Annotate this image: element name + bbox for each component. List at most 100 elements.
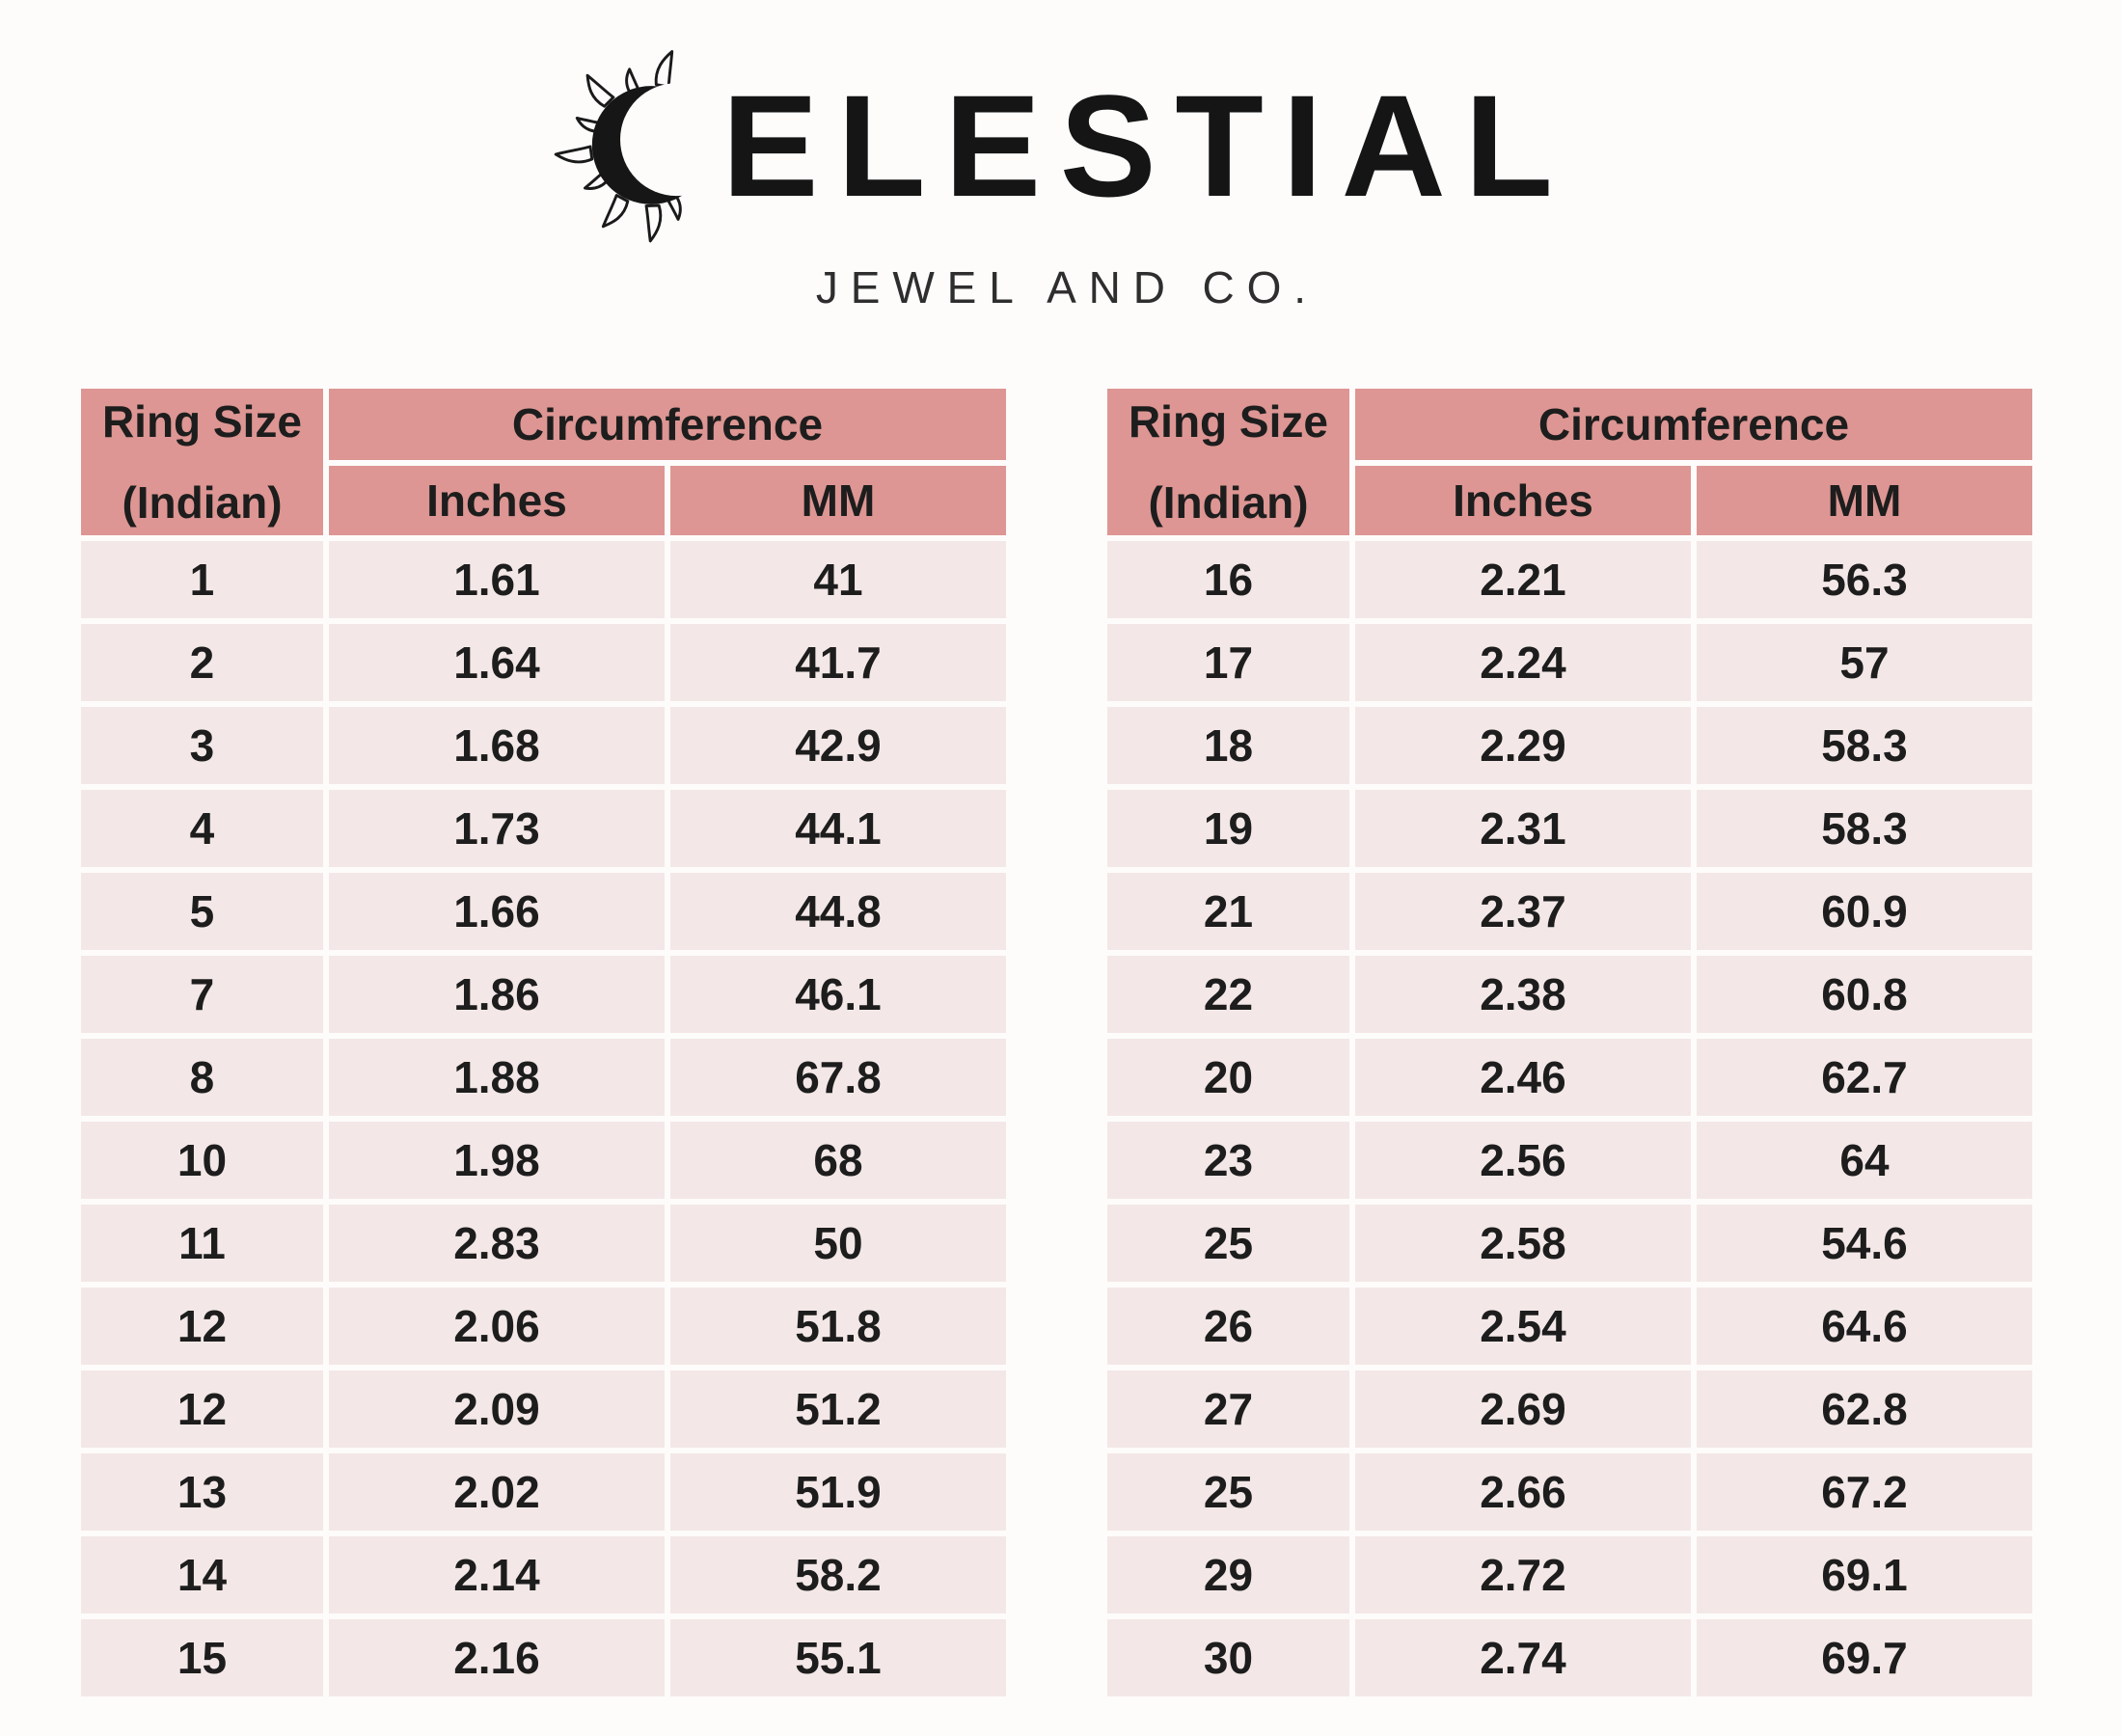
table-row: 4 1.73 44.1 [81,790,1006,867]
header-ring-size: Ring Size (Indian) [1107,389,1349,535]
table-cell: 57 [1696,624,2032,701]
table-row: 25 2.58 54.6 [1107,1205,2032,1282]
table-cell: 2.54 [1354,1288,1691,1365]
table-cell: 2 [81,624,323,701]
table-row: 2 1.64 41.7 [81,624,1006,701]
table-cell: 67.2 [1696,1453,2032,1531]
table-cell: 51.9 [669,1453,1006,1531]
table-cell: 1.86 [328,956,665,1033]
header-ring-size-line2: (Indian) [122,477,283,528]
table-cell: 2.46 [1354,1039,1691,1116]
table-cell: 56.3 [1696,541,2032,618]
table-cell: 60.9 [1696,873,2032,950]
table-cell: 1.61 [328,541,665,618]
table-cell: 18 [1107,707,1349,784]
table-row: 14 2.14 58.2 [81,1536,1006,1614]
table-cell: 68 [669,1122,1006,1199]
table-row: 26 2.54 64.6 [1107,1288,2032,1365]
table-cell: 1 [81,541,323,618]
table-cell: 25 [1107,1453,1349,1531]
table-cell: 2.72 [1354,1536,1691,1614]
header-inches: Inches [328,466,665,535]
table-cell: 20 [1107,1039,1349,1116]
sun-crescent-icon [550,46,728,244]
table-cell: 64 [1696,1122,2032,1199]
table-cell: 50 [669,1205,1006,1282]
table-row: 19 2.31 58.3 [1107,790,2032,867]
table-row: 5 1.66 44.8 [81,873,1006,950]
table-cell: 2.37 [1354,873,1691,950]
table-cell: 1.73 [328,790,665,867]
table-cell: 1.66 [328,873,665,950]
table-cell: 69.1 [1696,1536,2032,1614]
header-circumference: Circumference [328,389,1006,460]
table-row: 16 2.21 56.3 [1107,541,2032,618]
table-cell: 2.29 [1354,707,1691,784]
table-cell: 25 [1107,1205,1349,1282]
table-row: 29 2.72 69.1 [1107,1536,2032,1614]
table-cell: 22 [1107,956,1349,1033]
table-cell: 11 [81,1205,323,1282]
table-cell: 60.8 [1696,956,2032,1033]
table-row: 11 2.83 50 [81,1205,1006,1282]
table-cell: 46.1 [669,956,1006,1033]
table-cell: 12 [81,1288,323,1365]
table-cell: 3 [81,707,323,784]
table-cell: 29 [1107,1536,1349,1614]
table-cell: 7 [81,956,323,1033]
table-row: 1 1.61 41 [81,541,1006,618]
table-cell: 30 [1107,1619,1349,1696]
table-cell: 58.3 [1696,790,2032,867]
table-cell: 2.06 [328,1288,665,1365]
table-cell: 2.31 [1354,790,1691,867]
table-cell: 1.68 [328,707,665,784]
table-cell: 26 [1107,1288,1349,1365]
table-cell: 13 [81,1453,323,1531]
table-cell: 58.3 [1696,707,2032,784]
table-cell: 58.2 [669,1536,1006,1614]
table-cell: 44.1 [669,790,1006,867]
table-row: 25 2.66 67.2 [1107,1453,2032,1531]
table-cell: 5 [81,873,323,950]
table-cell: 42.9 [669,707,1006,784]
brand-header: ELESTIAL JEWEL AND CO. [0,0,2122,313]
table-cell: 51.8 [669,1288,1006,1365]
table-row: 12 2.06 51.8 [81,1288,1006,1365]
header-circumference: Circumference [1354,389,2032,460]
table-cell: 1.64 [328,624,665,701]
ring-size-charts: Ring Size (Indian) Circumference Inches … [0,383,2122,1702]
table-cell: 69.7 [1696,1619,2032,1696]
table-cell: 2.24 [1354,624,1691,701]
table-cell: 12 [81,1370,323,1448]
table-cell: 27 [1107,1370,1349,1448]
table-cell: 2.21 [1354,541,1691,618]
table-cell: 2.16 [328,1619,665,1696]
ring-size-table-left: Ring Size (Indian) Circumference Inches … [75,383,1012,1702]
header-row-1: Ring Size (Indian) Circumference [1107,389,2032,535]
table-cell: 41.7 [669,624,1006,701]
table-row: 3 1.68 42.9 [81,707,1006,784]
header-mm: MM [1696,466,2032,535]
table-cell: 62.7 [1696,1039,2032,1116]
table-cell: 10 [81,1122,323,1199]
table-cell: 23 [1107,1122,1349,1199]
header-ring-size: Ring Size (Indian) [81,389,323,535]
table-cell: 41 [669,541,1006,618]
table-cell: 1.88 [328,1039,665,1116]
table-cell: 2.38 [1354,956,1691,1033]
table-cell: 62.8 [1696,1370,2032,1448]
table-cell: 15 [81,1619,323,1696]
header-ring-size-line1: Ring Size [1128,396,1328,447]
header-row-2: Inches MM [81,466,1006,535]
table-row: 21 2.37 60.9 [1107,873,2032,950]
table-cell: 2.69 [1354,1370,1691,1448]
header-mm: MM [669,466,1006,535]
table-cell: 2.14 [328,1536,665,1614]
table-row: 12 2.09 51.2 [81,1370,1006,1448]
header-ring-size-line1: Ring Size [101,396,302,447]
header-ring-size-line2: (Indian) [1148,477,1309,528]
table-row: 17 2.24 57 [1107,624,2032,701]
table-cell: 2.74 [1354,1619,1691,1696]
table-cell: 2.02 [328,1453,665,1531]
brand-tagline: JEWEL AND CO. [815,262,1319,312]
